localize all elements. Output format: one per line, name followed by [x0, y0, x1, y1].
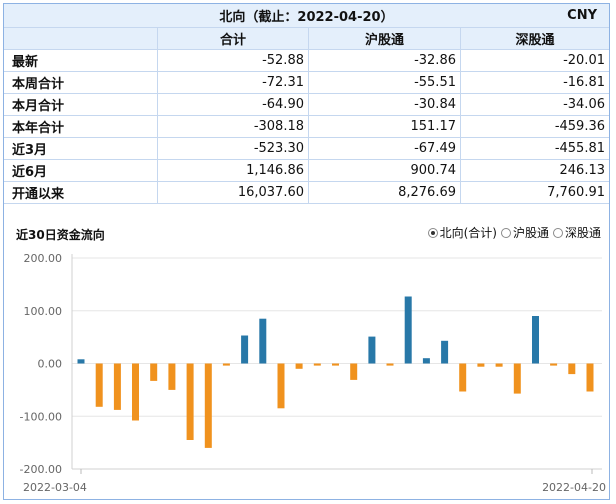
- bar: [422, 358, 430, 364]
- bar: [113, 363, 121, 410]
- bar: [313, 363, 321, 366]
- table-row: 开通以来 16,037.60 8,276.69 7,760.91: [4, 182, 609, 204]
- bar: [459, 363, 467, 392]
- bar: [332, 363, 339, 366]
- bar: [132, 363, 139, 421]
- row-value: -34.06: [563, 97, 605, 112]
- table-row: 近6月 1,146.86 900.74 246.13: [4, 160, 609, 182]
- table-row: 本月合计 -64.90 -30.84 -34.06: [4, 94, 609, 116]
- table-title-row: 北向（截止：2022-04-20） CNY: [4, 4, 609, 28]
- bar: [513, 363, 521, 394]
- row-label: 本周合计: [4, 72, 158, 93]
- row-value: -459.36: [554, 119, 605, 134]
- bar: [241, 335, 249, 364]
- table-row: 本年合计 -308.18 151.17 -459.36: [4, 116, 609, 138]
- row-label: 最新: [4, 50, 158, 71]
- row-value: -64.90: [158, 94, 309, 115]
- bar: [222, 363, 230, 366]
- header-blank: [4, 28, 158, 49]
- bar: [350, 363, 358, 380]
- row-label: 近3月: [4, 138, 158, 159]
- header-total: 合计: [158, 28, 309, 49]
- row-value: -52.88: [158, 50, 309, 71]
- bar: [95, 363, 103, 407]
- bar: [404, 296, 412, 364]
- row-value: -55.51: [309, 72, 461, 93]
- row-value: -30.84: [309, 94, 461, 115]
- bar: [368, 336, 376, 364]
- legend-label: 深股通: [564, 226, 601, 240]
- row-value: 246.13: [559, 163, 606, 178]
- table-title: 北向（截止：2022-04-20）: [219, 10, 394, 25]
- y-tick-label: 0.00: [38, 358, 63, 371]
- row-value: -20.01: [563, 53, 605, 68]
- bar: [532, 316, 539, 364]
- x-tick-label-start: 2022-03-04: [23, 481, 87, 494]
- bar: [168, 363, 176, 390]
- row-value: 1,146.86: [158, 160, 309, 181]
- row-value: -308.18: [158, 116, 309, 137]
- row-value: -67.49: [309, 138, 461, 159]
- bar: [259, 318, 267, 364]
- bar: [495, 363, 503, 367]
- legend-shanghai-connect[interactable]: 沪股通: [500, 224, 549, 241]
- legend-shenzhen-connect[interactable]: 深股通: [552, 224, 601, 241]
- bar: [295, 363, 303, 369]
- fund-flow-chart: 200.00 100.00 0.00 -100.00 -200.00 2022-03-04…: [20, 252, 606, 494]
- legend-label: 沪股通: [512, 226, 549, 240]
- table-row: 本周合计 -72.31 -55.51 -16.81: [4, 72, 609, 94]
- legend-northbound-total[interactable]: 北向(合计): [427, 224, 497, 241]
- y-tick-label: 100.00: [24, 305, 63, 318]
- row-value: -72.31: [158, 72, 309, 93]
- table-row: 近3月 -523.30 -67.49 -455.81: [4, 138, 609, 160]
- row-value: -32.86: [309, 50, 461, 71]
- summary-table: 北向（截止：2022-04-20） CNY 合计 沪股通 深股通 最新 -52.8…: [4, 4, 609, 204]
- row-value: -523.30: [158, 138, 309, 159]
- radio-icon[interactable]: [552, 227, 563, 238]
- x-tick-label-end: 2022-04-20: [542, 481, 606, 494]
- row-label: 开通以来: [4, 182, 158, 203]
- series-selector: 北向(合计) 沪股通 深股通: [427, 224, 601, 241]
- y-tick-label: 200.00: [24, 252, 63, 265]
- row-label: 本年合计: [4, 116, 158, 137]
- legend-label: 北向(合计): [439, 226, 497, 240]
- bar: [277, 363, 285, 409]
- bar: [204, 363, 212, 448]
- header-shanghai: 沪股通: [309, 28, 461, 49]
- currency-label: CNY: [567, 8, 597, 23]
- bar: [77, 359, 85, 364]
- row-value: 900.74: [309, 160, 461, 181]
- row-value: 16,037.60: [158, 182, 309, 203]
- bar: [386, 363, 394, 366]
- bar: [550, 363, 558, 366]
- radio-icon[interactable]: [427, 227, 438, 238]
- table-header-row: 合计 沪股通 深股通: [4, 28, 609, 50]
- bar: [586, 363, 594, 392]
- row-label: 近6月: [4, 160, 158, 181]
- chart-title: 近30日资金流向: [16, 228, 105, 242]
- header-shenzhen: 深股通: [515, 33, 555, 48]
- y-tick-label: -100.00: [20, 410, 62, 423]
- bar: [150, 363, 158, 381]
- y-tick-label: -200.00: [20, 463, 62, 476]
- row-value: 7,760.91: [547, 185, 605, 200]
- row-value: 8,276.69: [309, 182, 461, 203]
- row-label: 本月合计: [4, 94, 158, 115]
- bar: [186, 363, 194, 440]
- row-value: 151.17: [309, 116, 461, 137]
- row-value: -455.81: [554, 141, 605, 156]
- bar: [477, 363, 485, 367]
- row-value: -16.81: [563, 75, 605, 90]
- table-row: 最新 -52.88 -32.86 -20.01: [4, 50, 609, 72]
- bar: [568, 363, 576, 375]
- northbound-panel: 北向（截止：2022-04-20） CNY 合计 沪股通 深股通 最新 -52.8…: [3, 3, 610, 500]
- radio-icon[interactable]: [500, 227, 511, 238]
- bar: [441, 340, 449, 364]
